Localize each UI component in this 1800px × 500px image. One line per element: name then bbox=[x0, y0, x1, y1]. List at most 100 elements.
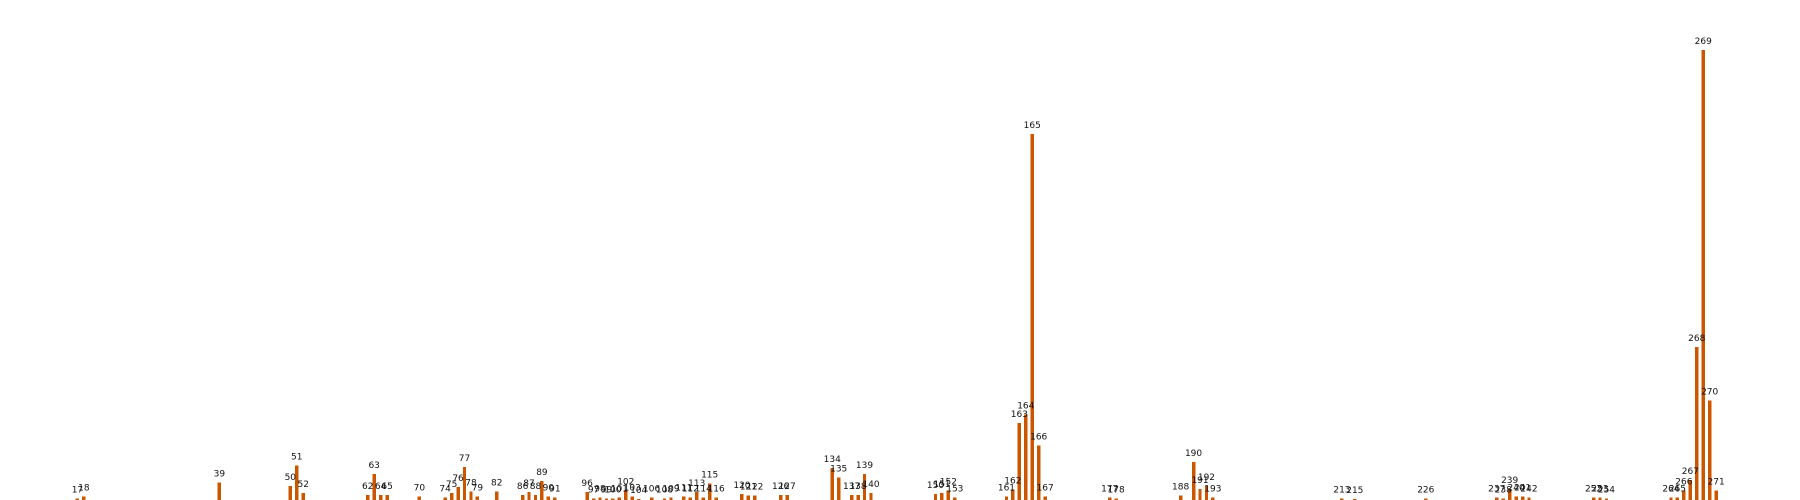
bar-label-127: 127 bbox=[779, 482, 796, 492]
bar-135 bbox=[837, 477, 841, 500]
bar-122 bbox=[753, 495, 757, 500]
bar-39 bbox=[217, 482, 222, 500]
bar-label-269: 269 bbox=[1695, 37, 1712, 47]
bar-75 bbox=[449, 493, 454, 500]
bar-label-134: 134 bbox=[824, 455, 841, 465]
bar-78 bbox=[469, 491, 473, 500]
bar-label-140: 140 bbox=[862, 480, 879, 490]
bar-63 bbox=[372, 474, 376, 500]
bar-120 bbox=[740, 493, 744, 500]
bar-77 bbox=[462, 467, 467, 500]
bar-label-264: 264 bbox=[1662, 484, 1679, 494]
bar-193 bbox=[1211, 497, 1215, 500]
bar-label-62: 62 bbox=[362, 482, 373, 492]
bar-label-77: 77 bbox=[459, 454, 470, 464]
bar-103 bbox=[630, 496, 634, 500]
bar-label-252: 252 bbox=[1585, 484, 1602, 494]
bar-label-103: 103 bbox=[624, 484, 641, 494]
bar-76 bbox=[456, 487, 460, 500]
bar-106 bbox=[649, 497, 654, 500]
bar-label-100: 100 bbox=[604, 485, 621, 495]
bar-253 bbox=[1598, 497, 1602, 500]
bar-177 bbox=[1107, 497, 1112, 500]
bar-86 bbox=[520, 494, 525, 500]
bar-126 bbox=[778, 494, 783, 500]
bar-label-64: 64 bbox=[375, 482, 387, 492]
bar-137 bbox=[849, 494, 854, 500]
bar-label-265: 265 bbox=[1669, 484, 1686, 494]
bar-188 bbox=[1178, 495, 1183, 500]
bar-label-106: 106 bbox=[643, 484, 660, 494]
bar-label-163: 163 bbox=[1011, 410, 1028, 420]
bar-label-101: 101 bbox=[611, 484, 628, 494]
bar-label-108: 108 bbox=[656, 485, 673, 495]
bar-134 bbox=[830, 467, 834, 500]
bar-label-238: 238 bbox=[1495, 485, 1512, 495]
bar-label-102: 102 bbox=[617, 477, 634, 487]
bar-140 bbox=[869, 493, 873, 500]
bar-113 bbox=[695, 492, 699, 500]
bar-label-120: 120 bbox=[733, 481, 750, 491]
bar-213 bbox=[1340, 498, 1344, 500]
bar-label-96: 96 bbox=[581, 479, 593, 489]
bar-267 bbox=[1688, 480, 1693, 500]
bar-label-237: 237 bbox=[1488, 484, 1505, 494]
bar-label-162: 162 bbox=[1004, 477, 1021, 487]
bar-266 bbox=[1682, 490, 1686, 500]
bar-239 bbox=[1507, 488, 1512, 500]
bar-62 bbox=[366, 494, 370, 500]
bar-label-99: 99 bbox=[601, 485, 613, 495]
bar-label-270: 270 bbox=[1701, 387, 1718, 397]
bar-152 bbox=[946, 490, 951, 500]
bar-115 bbox=[707, 483, 712, 500]
bar-65 bbox=[385, 494, 389, 500]
bar-label-150: 150 bbox=[927, 481, 944, 491]
bar-121 bbox=[746, 495, 751, 500]
bar-label-164: 164 bbox=[1017, 401, 1034, 411]
bars-group bbox=[75, 49, 1718, 500]
bar-label-241: 241 bbox=[1514, 484, 1531, 494]
bar-108 bbox=[662, 498, 667, 500]
bar-166 bbox=[1037, 445, 1041, 500]
bar-70 bbox=[417, 496, 422, 500]
bar-88 bbox=[533, 494, 538, 500]
bar-label-104: 104 bbox=[630, 486, 647, 496]
bar-label-112: 112 bbox=[682, 484, 699, 494]
bar-label-166: 166 bbox=[1030, 432, 1047, 442]
bar-191 bbox=[1198, 488, 1202, 500]
bar-label-70: 70 bbox=[414, 484, 426, 494]
bar-label-111: 111 bbox=[675, 484, 692, 494]
bar-79 bbox=[475, 496, 480, 500]
bar-label-109: 109 bbox=[662, 484, 679, 494]
bar-163 bbox=[1017, 422, 1022, 500]
bar-252 bbox=[1591, 497, 1596, 500]
bar-label-87: 87 bbox=[523, 479, 534, 489]
bar-label-91: 91 bbox=[549, 484, 560, 494]
bar-label-167: 167 bbox=[1037, 484, 1054, 494]
bar-label-88: 88 bbox=[530, 482, 542, 492]
bar-label-213: 213 bbox=[1333, 485, 1350, 495]
bar-label-98: 98 bbox=[594, 484, 606, 494]
bar-50 bbox=[288, 486, 293, 500]
bar-112 bbox=[688, 497, 693, 500]
bar-label-63: 63 bbox=[368, 461, 379, 471]
bar-label-153: 153 bbox=[946, 484, 963, 494]
bar-label-82: 82 bbox=[491, 478, 502, 488]
bar-17 bbox=[75, 498, 80, 500]
bar-label-39: 39 bbox=[214, 470, 226, 480]
bar-label-267: 267 bbox=[1682, 467, 1699, 477]
bar-label-51: 51 bbox=[291, 452, 302, 462]
bar-label-137: 137 bbox=[843, 482, 860, 492]
bar-74 bbox=[443, 497, 447, 500]
bar-label-135: 135 bbox=[830, 465, 847, 475]
bar-label-271: 271 bbox=[1708, 477, 1725, 487]
bar-52 bbox=[301, 493, 305, 500]
bar-label-50: 50 bbox=[285, 473, 297, 483]
bar-265 bbox=[1675, 497, 1680, 500]
bar-240 bbox=[1514, 496, 1518, 500]
bar-label-165: 165 bbox=[1024, 121, 1041, 131]
bar-label-116: 116 bbox=[708, 484, 725, 494]
bar-164 bbox=[1024, 414, 1028, 500]
bar-270 bbox=[1707, 400, 1712, 500]
